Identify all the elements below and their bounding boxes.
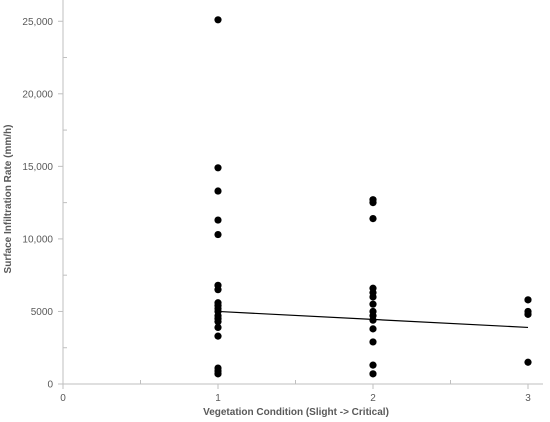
x-axis-title: Vegetation Condition (Slight -> Critical… bbox=[203, 407, 389, 418]
data-point bbox=[214, 318, 222, 326]
x-axis-ticks: 0 1 2 3 bbox=[60, 380, 531, 404]
data-point bbox=[524, 310, 532, 318]
data-point bbox=[214, 332, 222, 340]
data-point bbox=[214, 323, 222, 332]
data-point bbox=[524, 358, 532, 366]
data-points bbox=[214, 16, 532, 378]
y-axis-title: Surface Infiltration Rate (mm/h) bbox=[3, 125, 14, 274]
x-tick-label: 0 bbox=[60, 393, 66, 404]
y-tick-label: 10,000 bbox=[22, 234, 53, 245]
x-tick-label: 2 bbox=[370, 393, 376, 404]
y-tick-label: 0 bbox=[47, 380, 53, 391]
data-point bbox=[369, 361, 377, 369]
y-tick-label: 25,000 bbox=[22, 17, 53, 28]
data-point bbox=[214, 216, 222, 224]
data-point bbox=[214, 230, 222, 239]
data-point bbox=[369, 199, 377, 207]
data-point bbox=[214, 187, 222, 195]
data-point bbox=[214, 286, 222, 294]
data-point bbox=[369, 300, 377, 308]
data-point bbox=[214, 16, 222, 24]
data-point bbox=[369, 293, 377, 301]
y-tick-label: 15,000 bbox=[22, 162, 53, 173]
x-tick-label: 1 bbox=[215, 393, 221, 404]
data-point bbox=[214, 164, 222, 172]
data-point bbox=[214, 370, 222, 378]
y-axis-ticks: 0 5000 10,000 15,000 20,000 25,000 bbox=[22, 17, 67, 391]
data-point bbox=[369, 214, 377, 223]
data-point bbox=[369, 338, 377, 346]
data-point bbox=[369, 370, 377, 378]
y-tick-label: 20,000 bbox=[22, 89, 53, 100]
data-point bbox=[369, 325, 377, 333]
x-tick-label: 3 bbox=[525, 393, 531, 404]
trendline bbox=[217, 310, 529, 329]
data-point bbox=[524, 296, 532, 304]
data-point bbox=[369, 316, 377, 324]
y-tick-label: 5000 bbox=[31, 307, 54, 318]
